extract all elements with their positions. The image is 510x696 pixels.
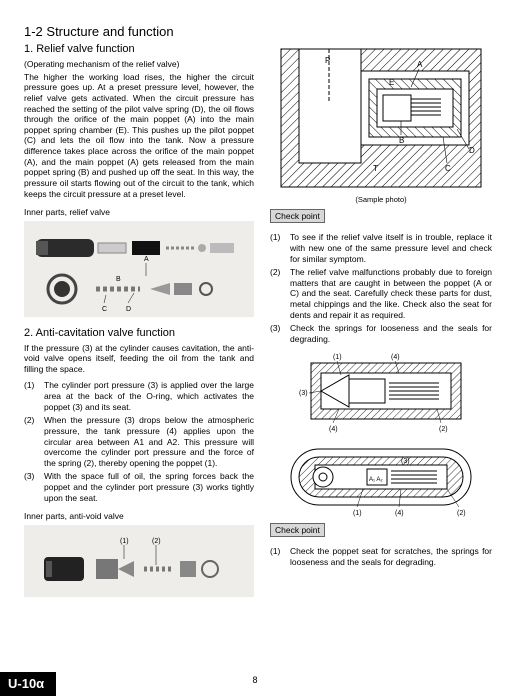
anti-body: If the pressure (3) at the cylinder caus… [24,343,254,375]
svg-text:(3): (3) [299,390,308,397]
check-point-label: Check point [270,209,325,224]
relief-subheading: (Operating mechanism of the relief valve… [24,59,254,70]
check-list-1: (1)To see if the relief valve itself is … [270,232,492,344]
svg-text:C: C [445,164,451,173]
right-column: P A E B T C D (Sample photo) Check point… [270,43,492,597]
relief-cross-section-diagram: P A E B T C D [270,43,492,193]
svg-text:(3): (3) [401,458,410,465]
svg-text:E: E [389,78,394,87]
svg-text:C: C [102,306,107,313]
anti-list: (1)The cylinder port pressure (3) is app… [24,380,254,503]
svg-text:B: B [399,136,404,145]
check-list-2: (1)Check the poppet seat for scratches, … [270,546,492,567]
list-item: (1)The cylinder port pressure (3) is app… [24,380,254,412]
svg-text:D: D [469,146,475,155]
relief-body: The higher the working load rises, the h… [24,72,254,200]
svg-text:(4): (4) [395,510,404,517]
svg-text:(4): (4) [391,354,400,361]
diagram-caption: (Sample photo) [270,195,492,204]
relief-heading: 1. Relief valve function [24,43,254,57]
list-item: (1)Check the poppet seat for scratches, … [270,546,492,567]
svg-text:T: T [373,164,378,173]
anti-cavitation-diagram: (1) (4) (3) (4) (2) A₁ A₂ (1) (4) [270,349,492,519]
svg-text:A: A [417,60,423,69]
svg-text:P: P [325,56,330,65]
inner-parts-antivoid-photo: (1) (2) [24,525,254,597]
list-item: (2)The relief valve malfunctions probabl… [270,267,492,320]
list-item: (3)Check the springs for looseness and t… [270,323,492,344]
list-item: (2)When the pressure (3) drops below the… [24,415,254,468]
svg-text:(4): (4) [329,426,338,433]
svg-text:(2): (2) [457,510,466,517]
list-item: (3)With the space full of oil, the sprin… [24,471,254,503]
inner-parts-antivoid-label: Inner parts, anti-void valve [24,511,254,522]
section-heading: 1-2 Structure and function [24,24,492,40]
anti-heading: 2. Anti-cavitation valve function [24,327,254,341]
svg-text:(1): (1) [120,538,129,545]
svg-text:A: A [144,256,149,263]
model-badge: U-10α [0,672,56,696]
inner-parts-relief-label: Inner parts, relief valve [24,207,254,218]
svg-text:A₁ A₂: A₁ A₂ [369,477,383,483]
list-item: (1)To see if the relief valve itself is … [270,232,492,264]
left-column: 1. Relief valve function (Operating mech… [24,43,254,597]
page-number: 8 [252,675,257,686]
svg-text:(1): (1) [353,510,362,517]
svg-text:(2): (2) [439,426,448,433]
svg-text:B: B [116,276,121,283]
svg-text:D: D [126,306,131,313]
svg-text:(2): (2) [152,538,161,545]
inner-parts-relief-photo: A B C D [24,221,254,317]
check-point-label-2: Check point [270,523,325,538]
svg-text:(1): (1) [333,354,342,361]
